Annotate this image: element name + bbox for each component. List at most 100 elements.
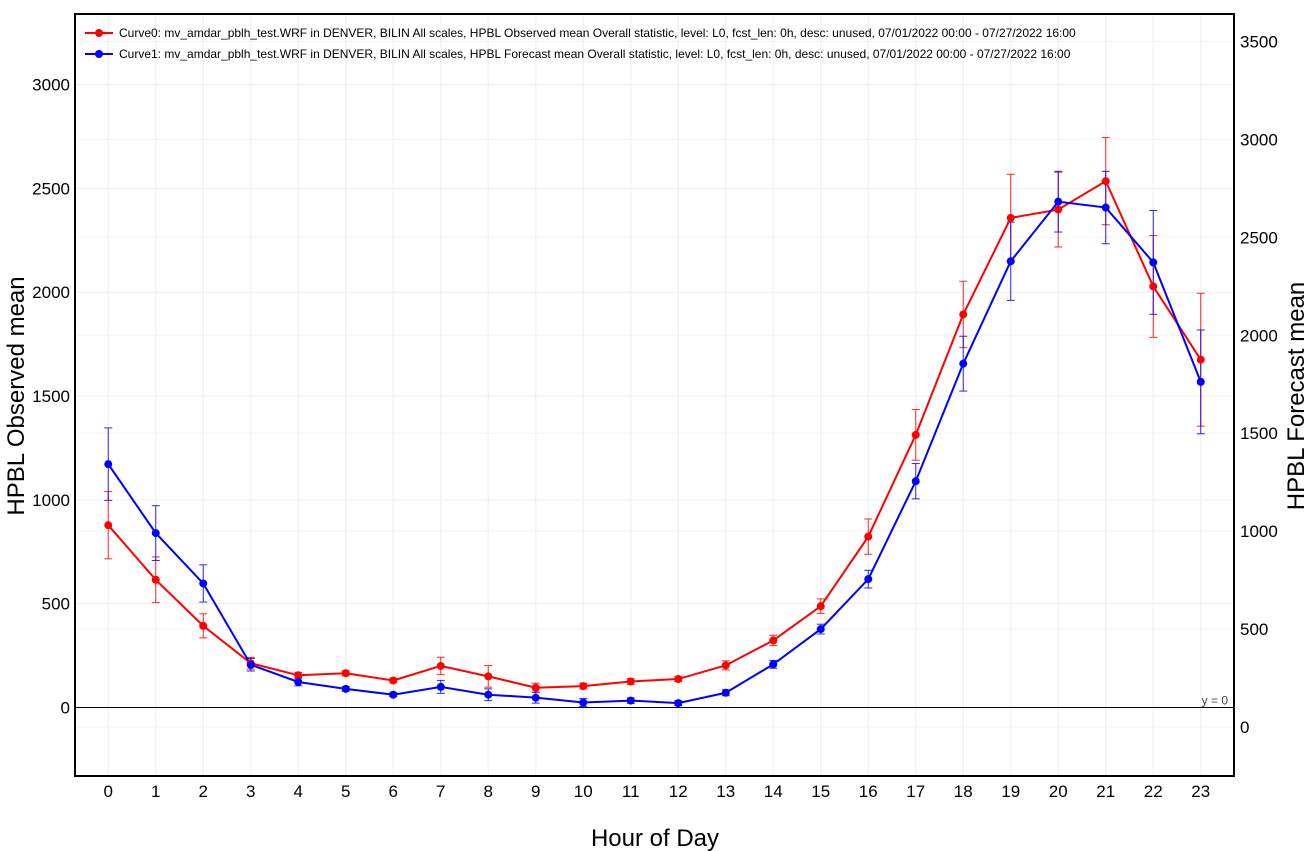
x-tick-label: 10 [574, 782, 593, 801]
y-right-tick-label: 0 [1240, 718, 1249, 737]
x-tick-label: 2 [199, 782, 208, 801]
data-point [246, 660, 255, 669]
x-tick-label: 3 [246, 782, 255, 801]
x-tick-label: 13 [716, 782, 735, 801]
series-points [104, 177, 1205, 708]
data-point [1149, 282, 1158, 291]
data-point [1006, 257, 1015, 266]
data-point [389, 676, 398, 685]
zero-line-label: y = 0 [1202, 693, 1229, 707]
data-point [104, 460, 113, 469]
data-point [626, 696, 635, 705]
legend-marker-0 [95, 29, 103, 37]
series-lines [107, 179, 1202, 705]
data-point [864, 575, 873, 584]
data-point [579, 698, 588, 707]
x-tick-label: 5 [341, 782, 350, 801]
y-left-tick-label: 0 [61, 698, 70, 717]
data-point [199, 621, 208, 630]
data-point [911, 430, 920, 439]
x-tick-label: 6 [389, 782, 398, 801]
y-right-tick-label: 2000 [1240, 326, 1278, 345]
x-tick-label: 17 [906, 782, 925, 801]
y-left-tick-labels: 0 500 1000 1500 2000 2500 3000 [32, 76, 70, 718]
x-tick-label: 9 [531, 782, 540, 801]
y-left-tick-label: 3000 [32, 76, 70, 95]
data-point [674, 675, 683, 684]
y-left-tick-label: 500 [42, 595, 70, 614]
y-left-axis-title: HPBL Observed mean [3, 276, 30, 515]
data-point [151, 529, 160, 538]
x-tick-label: 7 [436, 782, 445, 801]
x-tick-label: 18 [954, 782, 973, 801]
data-point [1054, 197, 1063, 206]
data-point [769, 636, 778, 645]
data-point [579, 682, 588, 691]
x-tick-label: 22 [1144, 782, 1163, 801]
series-line-0 [107, 179, 1202, 689]
y-right-tick-label: 2500 [1240, 228, 1278, 247]
y-right-tick-label: 3500 [1240, 32, 1278, 51]
legend-entry-0: Curve0: mv_amdar_pblh_test.WRF in DENVER… [119, 26, 1076, 40]
zero-line-group: y = 0 [75, 693, 1234, 708]
y-left-tick-label: 2500 [32, 179, 70, 198]
data-point [341, 669, 350, 678]
legend: Curve0: mv_amdar_pblh_test.WRF in DENVER… [85, 26, 1076, 61]
x-tick-label: 12 [669, 782, 688, 801]
data-point [1196, 355, 1205, 364]
legend-marker-1 [95, 50, 103, 58]
y-left-tick-label: 1000 [32, 491, 70, 510]
y-right-tick-label: 1000 [1240, 522, 1278, 541]
data-point [1101, 203, 1110, 212]
data-point [436, 682, 445, 691]
data-point [341, 684, 350, 693]
data-point [531, 683, 540, 692]
x-tick-label: 11 [622, 782, 640, 801]
data-point [294, 677, 303, 686]
data-point [816, 602, 825, 611]
data-point [911, 477, 920, 486]
series-line-1 [107, 200, 1202, 705]
data-point [484, 672, 493, 681]
data-point [721, 688, 730, 697]
x-tick-label: 19 [1001, 782, 1020, 801]
x-tick-labels: 0 1 2 3 4 5 6 7 8 9 10 11 12 13 14 15 16 17 18 19 20 21 22 23 [104, 782, 1211, 801]
x-tick-label: 1 [151, 782, 160, 801]
y-right-tick-label: 3000 [1240, 130, 1278, 149]
data-point [389, 690, 398, 699]
plot-frame [74, 13, 1235, 777]
legend-entry-1: Curve1: mv_amdar_pblh_test.WRF in DENVER… [119, 47, 1071, 61]
data-point [1149, 258, 1158, 267]
data-point [1006, 213, 1015, 222]
data-point [721, 661, 730, 670]
data-point [864, 532, 873, 541]
data-point [959, 359, 968, 368]
x-tick-label: 23 [1191, 782, 1210, 801]
y-right-tick-label: 1500 [1240, 424, 1278, 443]
y-right-tick-label: 500 [1240, 620, 1268, 639]
y-left-tick-label: 2000 [32, 283, 70, 302]
data-point [199, 579, 208, 588]
data-point [484, 690, 493, 699]
y-right-axis-title: HPBL Forecast mean [1283, 282, 1309, 511]
x-tick-label: 16 [859, 782, 878, 801]
x-tick-label: 0 [104, 782, 113, 801]
data-point [151, 575, 160, 584]
x-tick-label: 14 [764, 782, 783, 801]
data-point [674, 699, 683, 708]
x-tick-label: 8 [484, 782, 493, 801]
data-point [816, 625, 825, 634]
data-point [104, 521, 113, 530]
x-tick-label: 15 [811, 782, 830, 801]
data-point [294, 671, 303, 680]
data-point [436, 661, 445, 670]
y-right-tick-labels: 0 500 1000 1500 2000 2500 3000 3500 [1240, 32, 1278, 737]
data-point [1101, 177, 1110, 186]
data-point [531, 693, 540, 702]
data-point [1054, 205, 1063, 214]
data-point [1196, 377, 1205, 386]
x-tick-label: 21 [1096, 782, 1115, 801]
data-point [769, 660, 778, 669]
